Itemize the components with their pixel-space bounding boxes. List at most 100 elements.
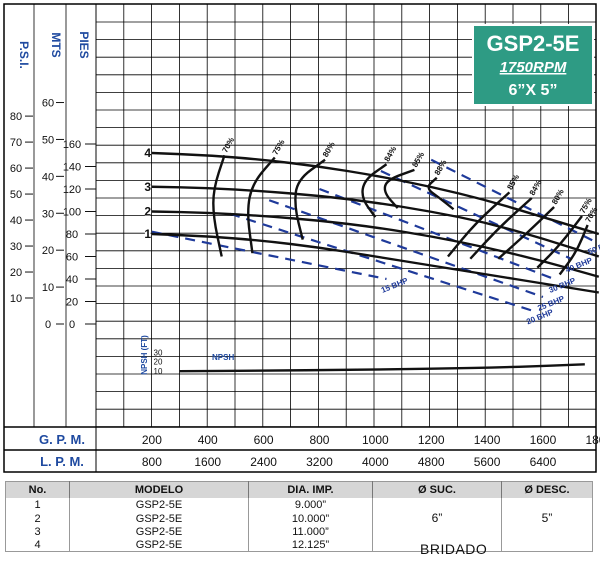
pies-tick-label: 80 (66, 229, 78, 241)
col-suc: Ø SUC. (372, 481, 502, 498)
efficiency-curve (469, 197, 533, 260)
mts-tick-label: 60 (42, 98, 54, 110)
bhp-line (430, 158, 594, 242)
head-curve (151, 210, 600, 278)
lpm-tick-label: 5600 (474, 455, 501, 469)
pump-performance-chart: 2004006008001000120014001600180080016002… (3, 3, 600, 473)
bhp-label: 15 BHP (380, 276, 410, 295)
cell-desc: 5” (501, 498, 593, 525)
efficiency-curve (536, 215, 583, 269)
npsh-tick-label: 20 (154, 358, 163, 367)
mts-tick-label: 20 (42, 245, 54, 257)
pies-tick-label: 140 (63, 162, 81, 174)
model-size: 6”X 5” (509, 82, 558, 99)
model-speed: 1750RPM (500, 59, 567, 76)
gpm-tick-label: 1000 (362, 433, 389, 447)
table-row: 4 GSP2-5E 12.125” (6, 538, 593, 552)
npsh-tick-label: 10 (154, 367, 163, 376)
pies-tick-label: 40 (66, 274, 78, 286)
psi-tick-label: 70 (10, 137, 22, 149)
model-table: No. MODELO DIA. IMP. Ø SUC. Ø DESC. 1 GS… (5, 481, 593, 552)
gpm-tick-label: 200 (142, 433, 162, 447)
efficiency-curve (212, 154, 226, 257)
efficiency-label: 80% (550, 188, 566, 206)
cell-dia: 9.000” (248, 498, 373, 512)
lpm-tick-label: 2400 (250, 455, 277, 469)
pies-tick-label: 20 (66, 297, 78, 309)
cell-dia: 10.000” (248, 512, 373, 525)
pies-tick-label: 0 (69, 319, 75, 331)
cell-modelo: GSP2-5E (69, 538, 249, 552)
psi-tick-label: 40 (10, 215, 22, 227)
pies-tick-label: 100 (63, 207, 81, 219)
bhp-line (268, 199, 544, 299)
cell-dia: 12.125” (248, 538, 373, 552)
efficiency-label: 75% (271, 138, 287, 156)
lpm-tick-label: 3200 (306, 455, 333, 469)
mts-tick-label: 40 (42, 171, 54, 183)
chart-labels: 2004006008001000120014001600180080016002… (10, 98, 600, 469)
lpm-tick-label: 1600 (194, 455, 221, 469)
cell-suc: 6” (372, 498, 502, 552)
model-title-box: GSP2-5E 1750RPM 6”X 5” (472, 24, 594, 106)
lpm-tick-label: 4800 (418, 455, 445, 469)
head-curve (151, 151, 600, 236)
table-header-row: No. MODELO DIA. IMP. Ø SUC. Ø DESC. (5, 481, 593, 498)
model-name: GSP2-5E (487, 31, 580, 56)
impeller-label: 1 (144, 227, 151, 241)
cell-desc-empty (501, 512, 593, 525)
psi-tick-label: 20 (10, 267, 22, 279)
chart-curves (144, 148, 600, 373)
npsh-label: NPSH (212, 353, 234, 362)
gpm-tick-label: 1400 (474, 433, 501, 447)
psi-axis-header: P.S.I. (17, 41, 31, 69)
col-desc: Ø DESC. (501, 481, 593, 498)
npsh-axis-label: NPSH (FT) (140, 335, 149, 375)
pies-tick-label: 120 (63, 184, 81, 196)
cell-no: 2 (34, 512, 41, 525)
cell-dia: 11.000” (248, 525, 373, 538)
npsh-tick-label: 30 (154, 348, 163, 357)
efficiency-curve (383, 168, 415, 209)
bhp-line (229, 212, 533, 312)
cell-modelo: GSP2-5E (69, 498, 249, 512)
mts-tick-label: 10 (42, 282, 54, 294)
table-row: 3 GSP2-5E 11.000” (6, 525, 593, 538)
pies-tick-label: 160 (63, 139, 81, 151)
mts-tick-label: 50 (42, 134, 54, 146)
efficiency-curve (497, 206, 555, 260)
cell-no: 3 (34, 525, 41, 538)
efficiency-label: 80% (321, 140, 337, 158)
impeller-label: 4 (144, 146, 151, 160)
psi-tick-label: 50 (10, 189, 22, 201)
col-dia-imp: DIA. IMP. (248, 481, 373, 498)
efficiency-curve (447, 191, 511, 258)
table-row: 2 GSP2-5E 10.000” (6, 512, 593, 525)
table-row: 1 GSP2-5E 9.000” 6” 5” (6, 498, 593, 552)
lpm-row-label: L. P. M. (40, 454, 84, 469)
suction-size: 6” (431, 511, 443, 525)
gpm-tick-label: 1600 (530, 433, 557, 447)
pies-axis-header: PIES (77, 31, 91, 58)
cell-no: 1 (34, 499, 41, 511)
bhp-line (151, 230, 387, 281)
bhp-line (380, 170, 572, 260)
chart-frame (3, 3, 597, 473)
head-curve (151, 232, 599, 294)
head-curve (151, 185, 600, 258)
impeller-label: 3 (144, 180, 151, 194)
npsh-curve (179, 363, 585, 373)
cell-modelo: GSP2-5E (69, 525, 249, 538)
cell-modelo: GSP2-5E (69, 512, 249, 525)
bhp-label: 30 BHP (547, 276, 577, 295)
psi-tick-label: 30 (10, 241, 22, 253)
col-no: No. (5, 481, 70, 498)
gpm-tick-label: 1200 (418, 433, 445, 447)
efficiency-label: 85% (410, 151, 426, 169)
mts-tick-label: 0 (45, 319, 51, 331)
connection-type: BRIDADO (420, 541, 488, 557)
gpm-tick-label: 600 (254, 433, 274, 447)
bhp-line (319, 187, 555, 281)
efficiency-label: 84% (382, 145, 398, 163)
